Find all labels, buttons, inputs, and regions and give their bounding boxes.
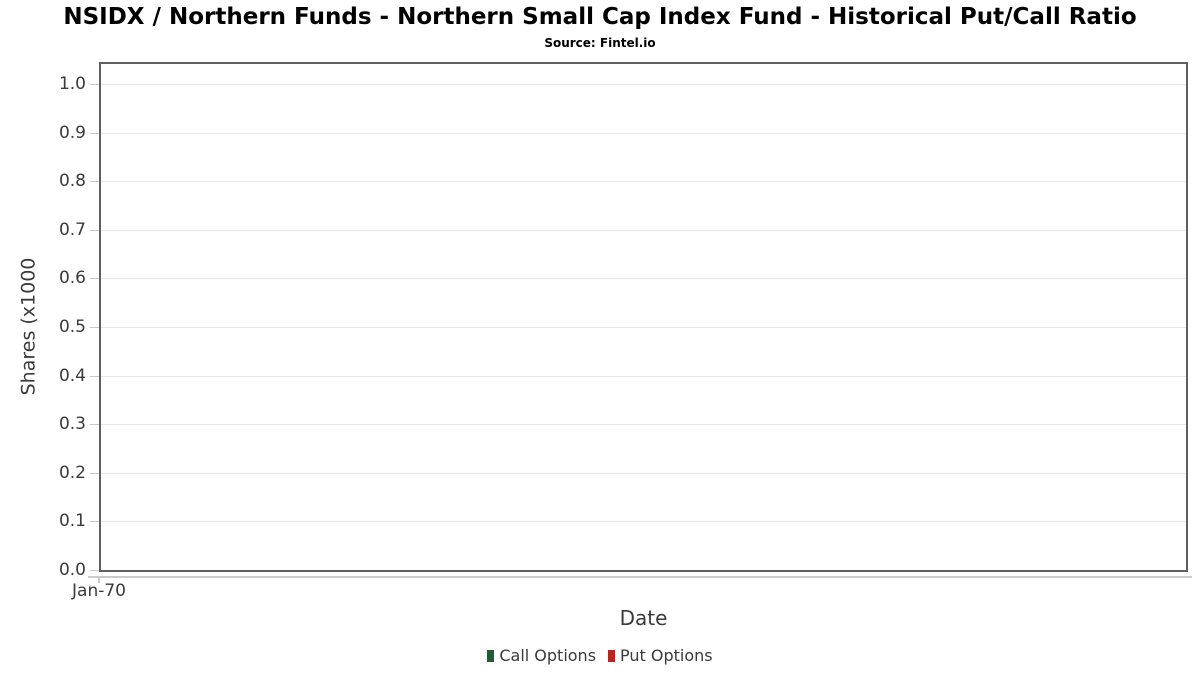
x-tick-label: Jan-70 <box>72 581 126 601</box>
gridline <box>101 327 1186 328</box>
gridline <box>101 132 1186 134</box>
chart-subtitle: Source: Fintel.io <box>544 36 656 50</box>
y-tick-label: 0.4 <box>58 365 86 386</box>
x-axis-line <box>88 576 1192 578</box>
y-tick-label: 0.0 <box>58 560 86 580</box>
legend: Call Options Put Options <box>0 646 1200 665</box>
y-tick-mark <box>90 327 99 328</box>
legend-item-put-options[interactable]: Put Options <box>608 646 713 665</box>
y-tick-mark <box>90 278 99 280</box>
gridline <box>101 278 1186 280</box>
gridline <box>101 521 1186 523</box>
y-tick-mark <box>90 570 99 571</box>
y-tick-mark <box>90 521 99 523</box>
y-tick-mark <box>90 472 99 474</box>
y-tick-mark <box>90 181 99 183</box>
y-tick-mark <box>90 229 99 231</box>
y-tick-label: 0.3 <box>58 414 86 435</box>
legend-marker-icon <box>608 649 616 662</box>
gridline <box>101 84 1186 85</box>
gridline <box>101 472 1186 474</box>
legend-item-label: Put Options <box>620 646 713 665</box>
y-tick-label: 0.1 <box>58 511 86 532</box>
y-tick-mark <box>90 132 99 134</box>
gridline <box>101 181 1186 183</box>
gridline <box>101 424 1186 426</box>
y-tick-label: 0.2 <box>58 462 86 483</box>
y-tick-label: 1.0 <box>58 74 86 94</box>
y-tick-label: 0.9 <box>58 122 86 143</box>
gridline <box>101 375 1186 377</box>
y-tick-label: 0.5 <box>58 317 86 337</box>
x-tick-mark <box>98 576 100 583</box>
y-tick-label: 0.6 <box>58 268 86 289</box>
y-tick-mark <box>90 84 99 85</box>
x-axis-label: Date <box>619 606 668 630</box>
legend-item-call-options[interactable]: Call Options <box>487 646 596 665</box>
legend-item-label: Call Options <box>499 646 597 665</box>
legend-marker-icon <box>487 649 495 662</box>
chart-title: NSIDX / Northern Funds - Northern Small … <box>63 4 1137 30</box>
y-tick-mark <box>90 375 99 377</box>
gridline <box>101 229 1186 231</box>
y-tick-mark <box>90 424 99 426</box>
plot-area <box>99 62 1188 572</box>
y-tick-label: 0.7 <box>58 219 86 240</box>
y-tick-label: 0.8 <box>58 171 86 192</box>
